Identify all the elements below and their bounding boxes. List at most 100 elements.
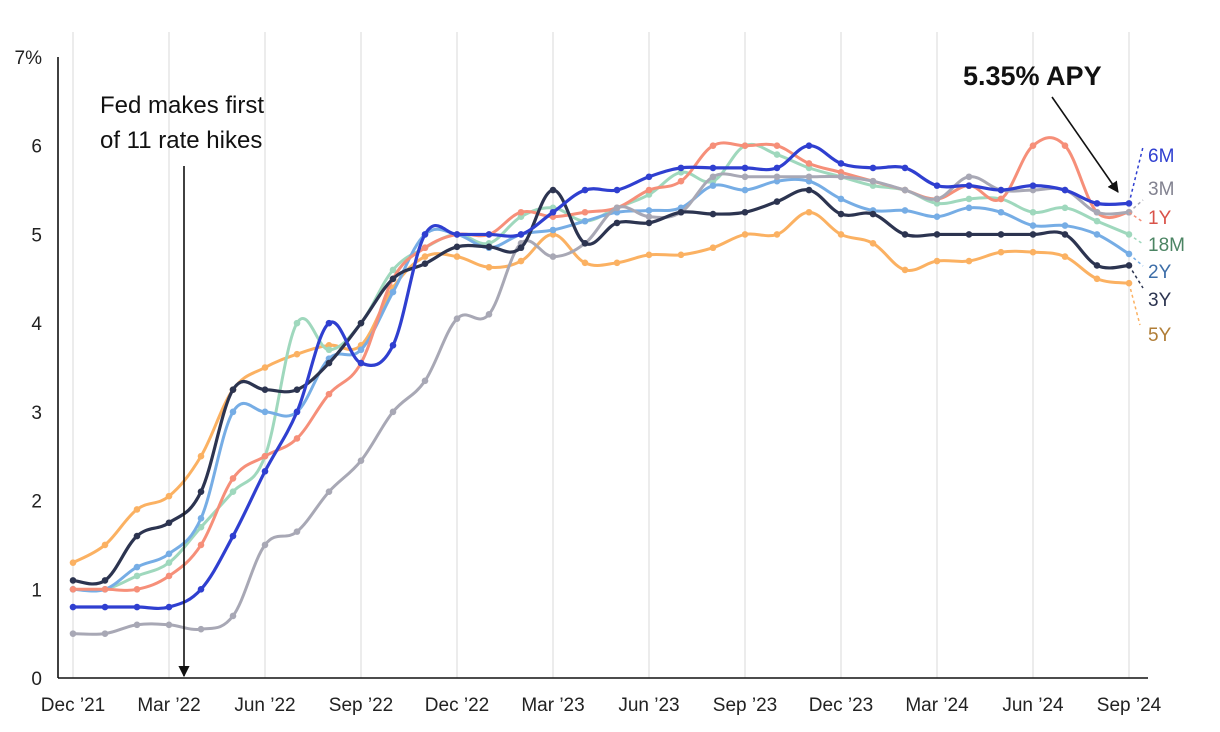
data-point-5y [645,251,653,259]
data-point-2y [1093,231,1101,238]
data-point-6m [1029,182,1037,189]
data-point-3y [325,359,333,367]
series-6m [69,142,1133,611]
data-point-3y [581,240,589,247]
data-point-18m [293,319,301,327]
data-point-6m [133,603,141,611]
y-tick-label: 4 [31,314,42,335]
data-point-1y [1061,142,1069,150]
series-label-leader-5y [1128,283,1141,326]
data-point-18m [165,559,173,566]
data-point-2y [165,550,173,558]
data-point-6m [677,164,685,172]
data-point-3y [645,219,653,227]
x-tick-label: Mar ’23 [521,695,584,716]
data-point-6m [549,208,557,216]
data-point-6m [101,603,109,611]
x-tick-label: Jun ’23 [618,695,679,716]
data-point-5y [805,208,813,216]
data-point-3y [901,231,909,238]
data-point-6m [69,603,77,611]
data-point-3m [453,315,461,323]
data-point-6m [229,532,237,540]
data-point-3y [165,519,173,527]
data-point-3m [229,612,237,620]
data-point-3y [261,386,269,393]
label-layer: 5Y 18M 2Y 1Y 3M 3Y 6M [1128,146,1185,346]
data-point-6m [709,164,717,172]
y-tick-label: 1 [31,580,42,601]
series-line-5y [71,210,1131,565]
series-3y [69,186,1133,586]
data-point-6m [165,603,173,611]
data-point-3y [229,386,237,393]
data-point-1y [293,435,301,442]
data-point-2y [645,207,653,214]
data-point-3m [197,625,205,633]
data-point-3m [709,173,717,181]
data-point-18m [133,572,141,580]
data-point-6m [869,164,877,172]
data-point-3y [549,186,557,194]
series-line-3y [71,188,1131,586]
series-label-2y: 2Y [1148,262,1172,283]
data-point-3m [741,173,749,181]
data-point-6m [837,160,845,167]
data-point-6m [1061,186,1069,194]
data-point-1y [133,585,141,593]
data-point-3y [101,577,109,584]
data-point-5y [933,257,941,265]
data-point-3m [933,195,941,203]
data-point-3m [613,204,621,212]
data-point-5y [741,231,749,238]
data-point-5y [965,257,973,265]
data-point-5y [261,364,269,371]
series-label-5y: 5Y [1148,325,1172,346]
x-tick-label: Jun ’24 [1002,695,1064,716]
data-point-1y [517,208,525,216]
data-point-6m [997,186,1005,194]
data-point-6m [933,182,941,189]
data-point-6m [805,142,813,150]
data-point-3y [965,231,973,238]
data-point-3y [933,231,941,238]
data-point-5y [837,231,845,238]
data-point-3m [901,186,909,194]
series-1y [69,136,1133,593]
data-point-1y [261,452,269,460]
data-point-5y [677,251,685,259]
data-point-2y [741,186,749,194]
data-point-3y [1061,231,1069,238]
x-tick-label: Dec ’21 [41,695,105,716]
data-point-18m [325,346,333,354]
data-point-5y [485,263,493,271]
data-point-18m [965,195,973,203]
data-point-5y [421,253,429,260]
series-label-6m: 6M [1148,146,1174,167]
data-point-6m [421,231,429,238]
data-point-5y [709,244,717,252]
data-point-1y [741,142,749,150]
data-point-2y [965,204,973,212]
data-point-18m [1029,208,1037,216]
series-layer [69,136,1133,637]
data-point-2y [549,226,557,234]
y-tick-label: 7% [15,48,43,69]
data-point-6m [613,186,621,194]
apy-annotation-text: 5.35% APY [963,61,1102,91]
y-tick-label: 2 [31,492,42,513]
data-point-3y [869,210,877,218]
data-point-5y [197,452,205,460]
series-label-1y: 1Y [1148,208,1172,229]
data-point-6m [965,182,973,189]
data-point-3y [1093,262,1101,269]
data-point-6m [261,467,269,475]
data-point-18m [197,523,205,531]
data-point-5y [581,259,589,267]
data-point-3y [837,210,845,218]
data-point-3m [261,541,269,549]
data-point-3y [709,210,717,218]
data-point-3m [101,630,109,637]
data-point-6m [1093,200,1101,207]
data-point-5y [101,541,109,549]
